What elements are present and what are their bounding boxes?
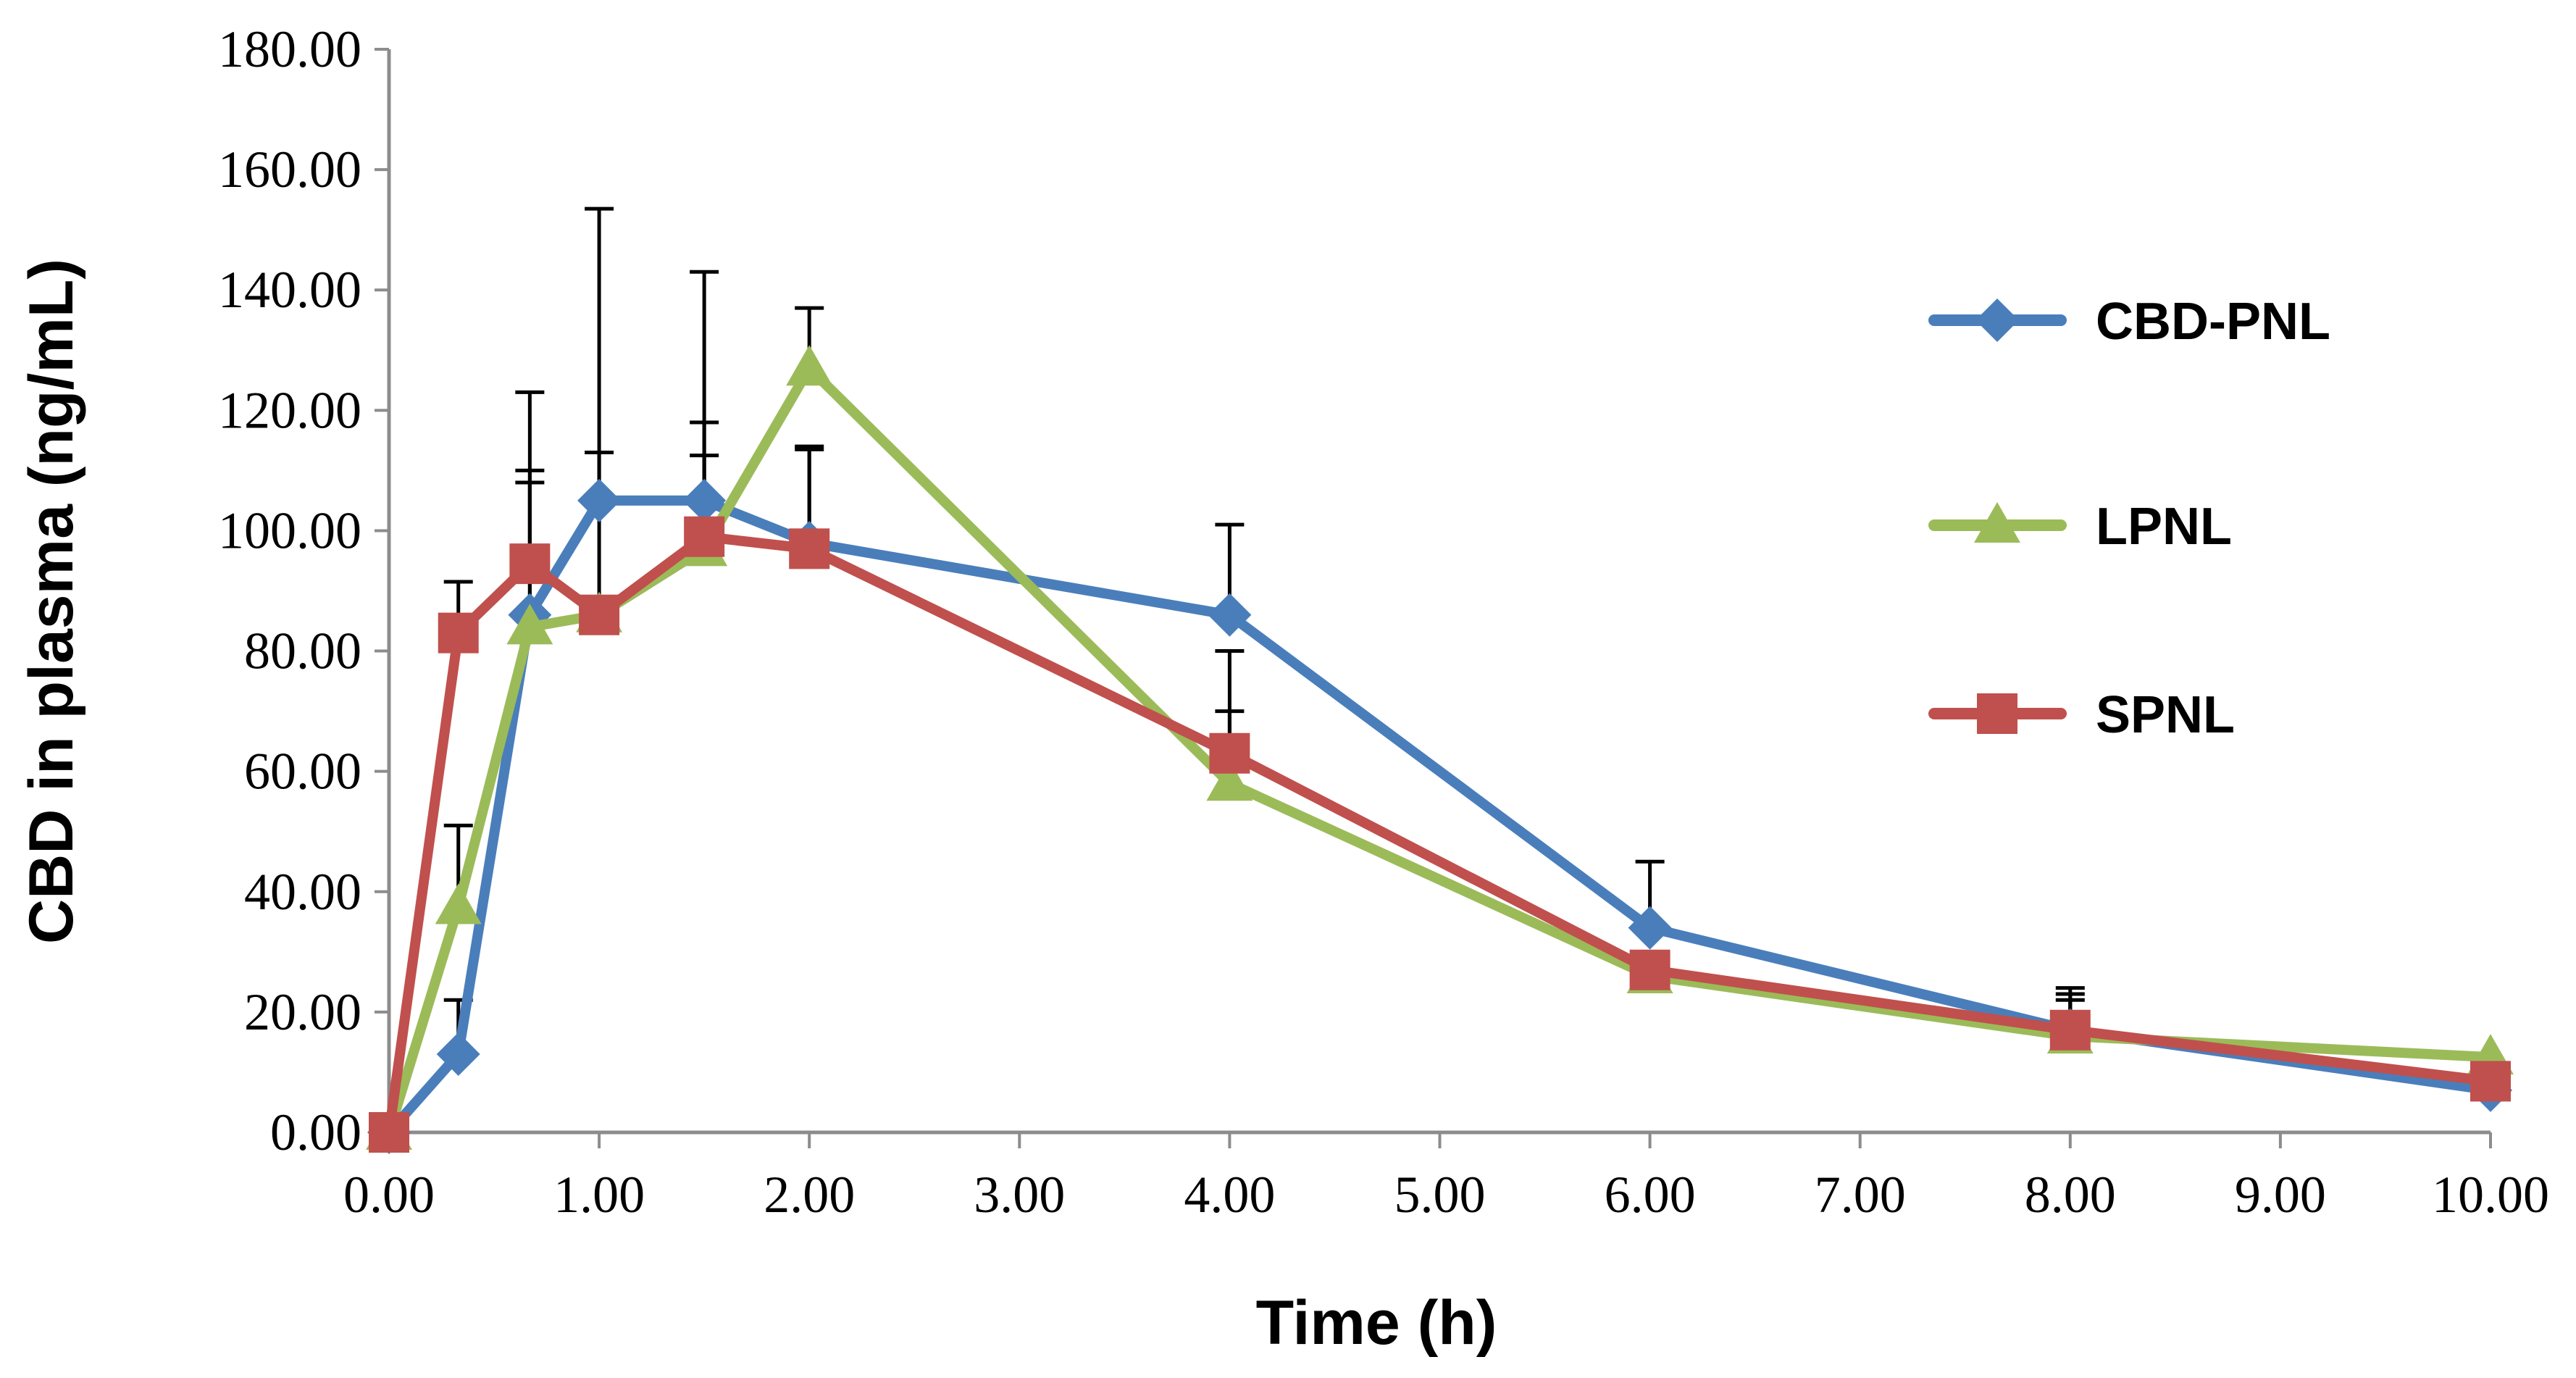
data-point-spnl (789, 528, 830, 569)
data-point-cbd-pnl (436, 1032, 480, 1077)
data-point-spnl (2470, 1061, 2511, 1102)
data-point-spnl (509, 543, 551, 585)
data-point-spnl (1629, 949, 1670, 990)
y-tick-label: 120.00 (218, 381, 361, 439)
data-point-lpnl (786, 345, 833, 386)
series-group (366, 345, 2514, 1154)
x-tick-label: 1.00 (553, 1166, 645, 1224)
legend-marker-spnl (1977, 693, 2017, 734)
y-tick-label: 20.00 (244, 983, 361, 1041)
y-tick-label: 140.00 (218, 261, 361, 319)
legend: CBD-PNL LPNL SPNL (1928, 293, 2330, 744)
x-tick-label: 5.00 (1394, 1166, 1486, 1224)
x-tick-label: 10.00 (2432, 1166, 2549, 1224)
series-line-spnl (384, 531, 2491, 1133)
y-tick-label: 80.00 (244, 622, 361, 680)
error-bars (443, 206, 2085, 1055)
legend-marker-cbd-pnl (1975, 298, 2019, 342)
y-tick-label: 160.00 (218, 141, 361, 199)
x-tick-label: 8.00 (2025, 1166, 2116, 1224)
legend-label-cbd-pnl: CBD-PNL (2096, 293, 2330, 351)
data-point-spnl (684, 516, 725, 557)
x-axis-label: Time (h) (1256, 1288, 1497, 1358)
data-point-spnl (579, 594, 620, 635)
data-point-cbd-pnl (1208, 593, 1252, 637)
data-point-cbd-pnl (682, 478, 727, 522)
data-point-spnl (438, 612, 479, 653)
data-point-lpnl (1206, 760, 1253, 801)
legend-label-lpnl: LPNL (2096, 498, 2232, 556)
axes: 0.00 20.00 40.00 60.00 80.00 100.00 120.00 140.… (218, 20, 2549, 1224)
series-line-lpnl (384, 363, 2491, 1135)
data-point-spnl (2049, 1009, 2091, 1051)
x-tick-label: 3.00 (974, 1166, 1065, 1224)
y-axis-label: CBD in plasma (ng/mL) (17, 259, 86, 944)
y-tick-label: 100.00 (218, 501, 361, 559)
x-tick-label: 0.00 (343, 1166, 435, 1224)
series-line-cbd-pnl (385, 495, 2491, 1136)
x-tick-label: 4.00 (1184, 1166, 1275, 1224)
y-tick-label: 60.00 (244, 743, 361, 801)
x-tick-label: 9.00 (2235, 1166, 2326, 1224)
data-point-cbd-pnl (1628, 906, 1672, 950)
y-tick-label: 40.00 (244, 863, 361, 921)
legend-marker-lpnl (1974, 502, 2020, 543)
x-tick-label: 6.00 (1605, 1166, 1696, 1224)
data-point-spnl (369, 1112, 409, 1153)
data-point-lpnl (506, 604, 553, 645)
data-point-lpnl (435, 883, 482, 924)
y-tick-label: 180.00 (218, 20, 361, 78)
x-tick-label: 2.00 (764, 1166, 855, 1224)
legend-label-spnl: SPNL (2096, 686, 2235, 744)
y-tick-label: 0.00 (270, 1103, 361, 1161)
x-tick-label: 7.00 (1815, 1166, 1906, 1224)
data-point-spnl (1209, 732, 1250, 774)
data-point-cbd-pnl (577, 478, 622, 522)
